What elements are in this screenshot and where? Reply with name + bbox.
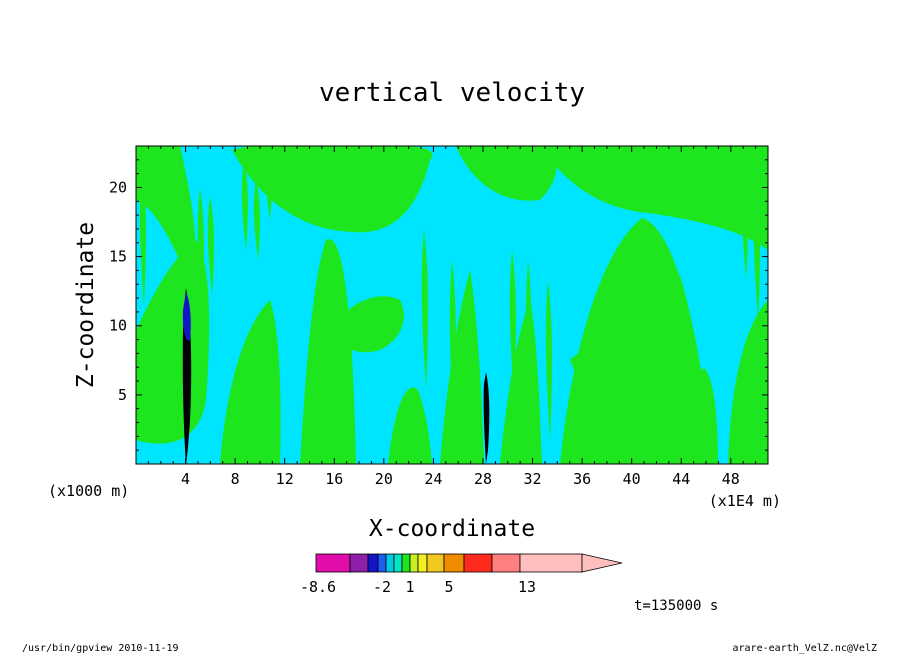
y-tick-label: 15 xyxy=(109,248,127,266)
colorbar-segment xyxy=(377,553,387,573)
colorbar-segment xyxy=(519,553,583,573)
contour-band xyxy=(159,300,166,440)
colorbar-segment xyxy=(367,553,379,573)
y-tick-label: 5 xyxy=(118,386,127,404)
colorbar-tick-label: -8.6 xyxy=(300,578,336,596)
plot-frame xyxy=(135,145,769,465)
x-unit-note: (x1E4 m) xyxy=(709,492,781,510)
colorbar-tick-labels: -8.6 -2 1 5 13 xyxy=(300,578,536,596)
y-axis-label: Z-coordinate xyxy=(73,222,99,388)
x-tick-label: 20 xyxy=(375,470,393,488)
contour-band xyxy=(232,146,433,233)
y-tick-label: 20 xyxy=(109,178,127,196)
contour-band xyxy=(525,260,532,440)
contour-band xyxy=(753,180,760,320)
contour-band xyxy=(660,368,718,464)
contour-band xyxy=(241,160,248,250)
y-tick-label: 10 xyxy=(109,317,127,335)
contour-band xyxy=(300,239,356,464)
x-tick-label: 24 xyxy=(424,470,442,488)
contour-band xyxy=(509,250,516,400)
x-tick-label: 12 xyxy=(276,470,294,488)
contour-band xyxy=(169,280,176,440)
contour-band xyxy=(207,196,214,296)
contour-band xyxy=(540,146,768,250)
contour-band xyxy=(456,146,557,201)
x-tick-label: 48 xyxy=(722,470,740,488)
x-tick-label: 4 xyxy=(181,470,190,488)
contour-band xyxy=(388,387,432,464)
contour-band xyxy=(421,230,428,390)
colorbar-segment xyxy=(417,553,428,573)
footer-left: /usr/bin/gpview 2010-11-19 xyxy=(22,643,179,654)
updraft-core xyxy=(483,372,490,464)
contour-band xyxy=(220,300,281,464)
contour-band xyxy=(139,158,146,308)
colorbar-segment xyxy=(409,553,419,573)
colorbar-segment xyxy=(393,553,403,573)
x-tick-label: 8 xyxy=(231,470,240,488)
y-unit-note: (x1000 m) xyxy=(48,482,129,500)
updraft-core xyxy=(182,292,191,341)
contour-band xyxy=(545,280,552,440)
colorbar-tick-label: -2 xyxy=(373,578,391,596)
x-tick-label: 32 xyxy=(524,470,542,488)
colorbar xyxy=(315,553,623,573)
x-tick-label: 40 xyxy=(623,470,641,488)
colorbar-tick-label: 1 xyxy=(405,578,414,596)
contour-band xyxy=(253,180,260,260)
contour-band xyxy=(728,300,768,464)
contour-band xyxy=(449,260,456,430)
contour-band xyxy=(136,146,197,300)
colorbar-segment xyxy=(443,553,465,573)
colorbar-segment xyxy=(463,553,493,573)
y-axis-ticks: 5 10 15 20 xyxy=(109,159,768,451)
x-tick-label: 36 xyxy=(573,470,591,488)
contour-band xyxy=(265,150,272,220)
time-label: t=135000 s xyxy=(634,598,718,614)
x-axis-ticks: 4 8 12 16 20 24 28 32 36 40 44 48 xyxy=(147,146,769,488)
updraft-cores xyxy=(182,288,490,464)
chart-title: vertical velocity xyxy=(319,78,585,108)
colorbar-segment xyxy=(385,553,395,573)
footer-right: arare-earth_VelZ.nc@VelZ xyxy=(733,643,878,654)
x-tick-label: 28 xyxy=(474,470,492,488)
x-axis-label: X-coordinate xyxy=(369,516,535,542)
contour-band xyxy=(330,296,404,353)
plot-area xyxy=(135,145,769,465)
colorbar-segment xyxy=(426,553,445,573)
contour-band xyxy=(741,160,748,280)
x-tick-label: 16 xyxy=(325,470,343,488)
contour-band xyxy=(570,345,630,386)
colorbar-segment xyxy=(401,553,411,573)
colorbar-segment xyxy=(315,553,351,573)
contour-band xyxy=(197,188,204,308)
colorbar-segment xyxy=(491,553,521,573)
colorbar-extend-arrow xyxy=(581,553,623,573)
colorbar-segment xyxy=(349,553,369,573)
colorbar-tick-label: 5 xyxy=(444,578,453,596)
x-tick-label: 44 xyxy=(672,470,690,488)
colorbar-tick-label: 13 xyxy=(518,578,536,596)
contour-band xyxy=(440,270,484,464)
